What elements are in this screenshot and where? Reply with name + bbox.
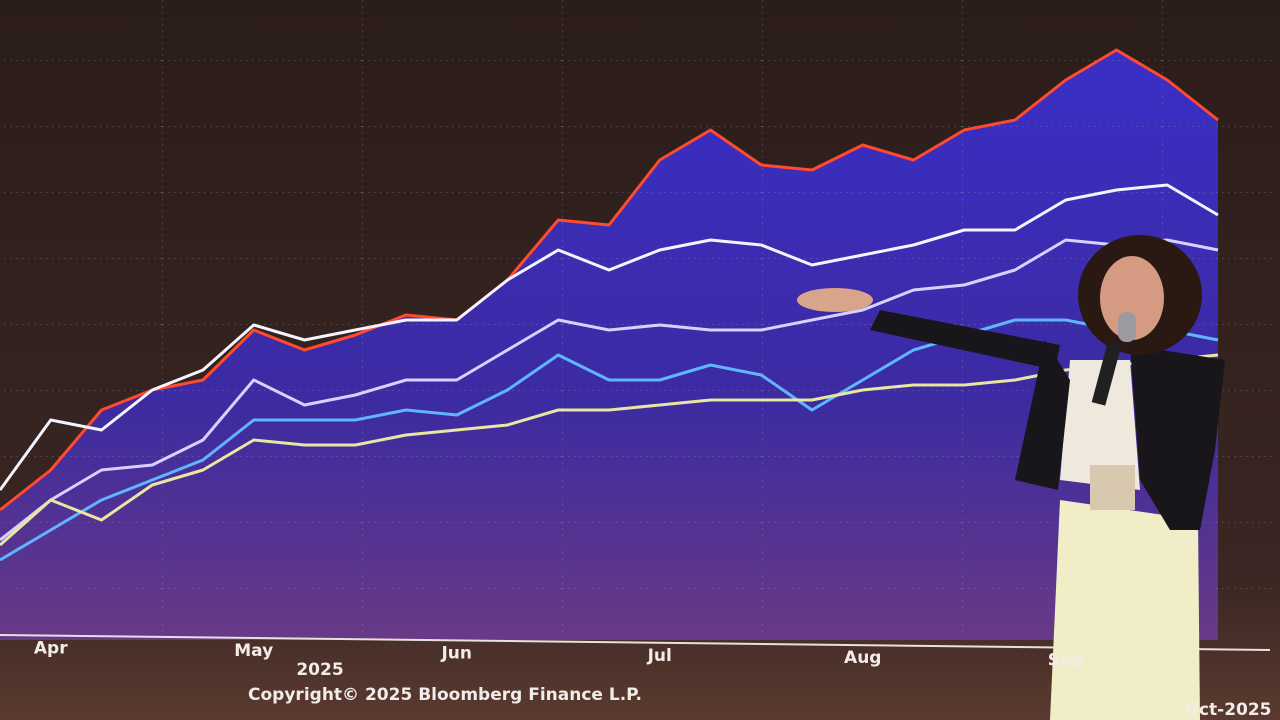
- microphone: [1118, 312, 1136, 342]
- face: [1100, 256, 1164, 340]
- series-line: [0, 48, 1219, 512]
- series-line: [0, 318, 1219, 562]
- year-label: 2025: [296, 660, 343, 680]
- trousers: [1050, 500, 1200, 720]
- x-tick-label: Jul: [647, 646, 672, 666]
- top: [1060, 360, 1140, 490]
- x-tick-label: May: [234, 641, 273, 661]
- lines: [0, 48, 1219, 562]
- x-tick-label: Aug: [844, 648, 881, 668]
- badge: [1090, 465, 1135, 510]
- series-line: [0, 238, 1219, 542]
- x-tick-label: Apr: [34, 639, 68, 659]
- series-line: [0, 183, 1219, 491]
- copyright: Copyright© 2025 Bloomberg Finance L.P.: [248, 685, 642, 705]
- series-line: [0, 353, 1219, 547]
- presenter: [797, 235, 1225, 720]
- x-tick-label: Jun: [440, 643, 472, 663]
- x-tick-label: Sep: [1048, 651, 1084, 671]
- arm: [870, 310, 1060, 370]
- hand: [797, 288, 873, 312]
- microphone-handle: [1091, 339, 1123, 406]
- x-tick-label: Oct-2025: [1184, 700, 1271, 720]
- jacket: [1015, 340, 1225, 530]
